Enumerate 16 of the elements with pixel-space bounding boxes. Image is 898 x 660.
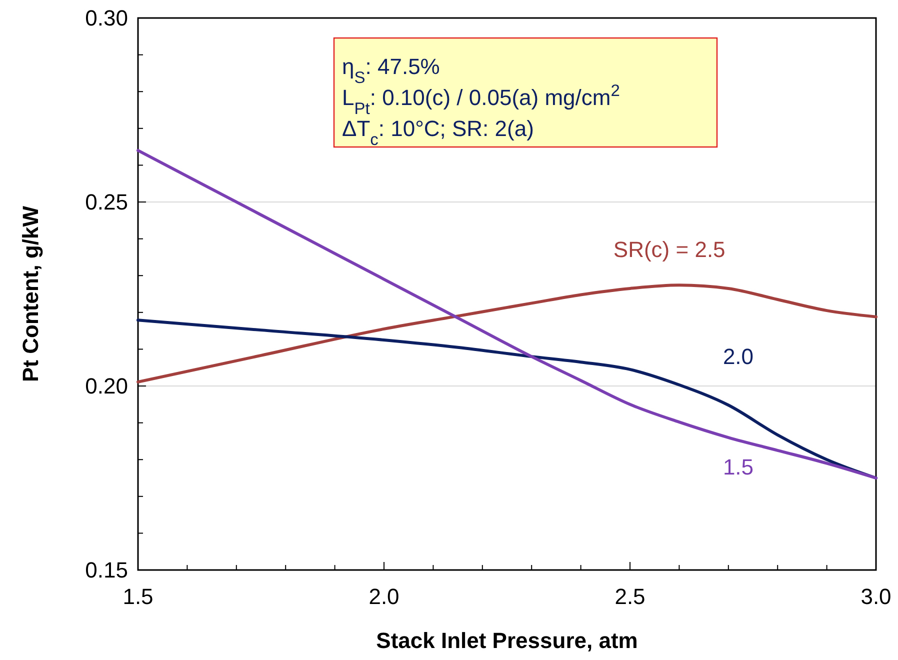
x-axis-title: Stack Inlet Pressure, atm bbox=[376, 628, 638, 653]
y-tick-label: 0.25 bbox=[85, 190, 128, 215]
series-label: 1.5 bbox=[722, 454, 754, 480]
x-tick-label: 2.5 bbox=[614, 584, 646, 609]
series-label: SR(c) = 2.5 bbox=[613, 237, 726, 262]
y-tick-label: 0.20 bbox=[85, 374, 128, 399]
y-tick-label: 0.15 bbox=[85, 558, 128, 583]
y-tick-label: 0.30 bbox=[85, 6, 128, 31]
series-label: 2.0 bbox=[722, 344, 754, 369]
line-series bbox=[136, 284, 878, 384]
x-tick-label: 3.0 bbox=[860, 584, 892, 609]
line-series bbox=[136, 148, 878, 480]
note-box: η$_{S}$: 47.5% L$_{Pt}$: 0.10(c) / 0.05(a) mg/cm$^{2}$ ΔT$_{c}$: 10°C; SR: 2(a) bbox=[333, 37, 718, 149]
y-axis-title: Pt Content, g/kW bbox=[18, 206, 43, 382]
x-tick-label: 2.0 bbox=[368, 584, 400, 609]
x-tick-label: 1.5 bbox=[122, 584, 154, 609]
